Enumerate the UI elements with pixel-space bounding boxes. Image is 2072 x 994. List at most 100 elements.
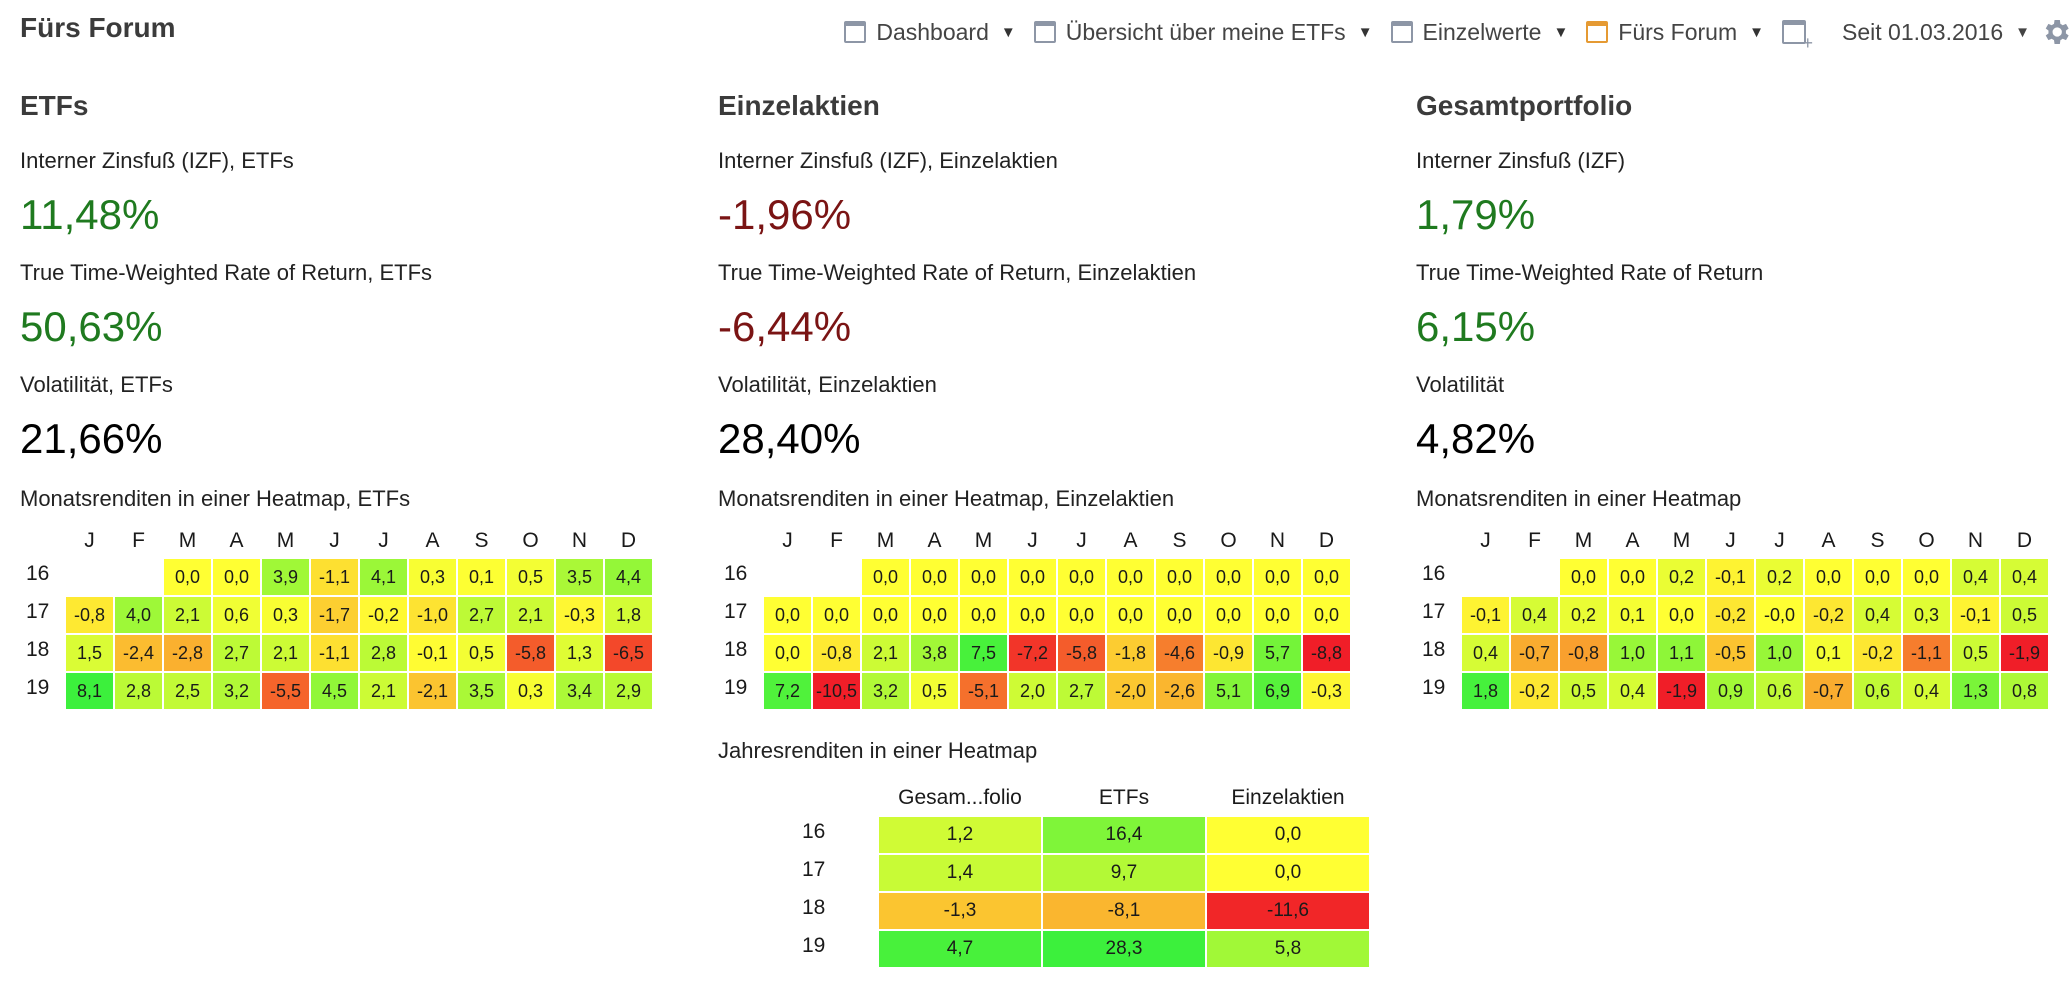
heatmap-cell: -1,9 xyxy=(1656,671,1707,711)
section-title: Einzelaktien xyxy=(718,90,880,121)
month-header: M xyxy=(1672,528,1691,552)
metric-label: Interner Zinsfuß (IZF), Einzelaktien xyxy=(718,148,1058,173)
month-header: D xyxy=(1318,528,1335,552)
heatmap-cell: -1,3 xyxy=(877,891,1043,931)
heatmap-cell: 6,9 xyxy=(1252,671,1303,711)
table-row: 17 1,4 9,7 0,0 xyxy=(778,853,1371,893)
month-header: J xyxy=(1480,528,1491,552)
heatmap-cell: -1,8 xyxy=(1105,633,1156,673)
heatmap-cell: -1,7 xyxy=(309,595,360,635)
heatmap-cell: 0,1 xyxy=(1607,595,1658,635)
caret-down-icon[interactable]: ▼ xyxy=(1357,23,1373,41)
page-icon xyxy=(1390,21,1413,43)
heatmap-cell: -2,8 xyxy=(162,633,213,673)
heatmap-cell: 0,0 xyxy=(1607,557,1658,597)
caret-down-icon[interactable]: ▼ xyxy=(1000,23,1016,41)
heatmap-cell: 0,5 xyxy=(456,633,507,673)
nav-item-label: Übersicht über meine ETFs xyxy=(1065,18,1346,45)
add-page-icon[interactable] xyxy=(1782,20,1813,54)
heatmap-cell: -0,0 xyxy=(1754,595,1805,635)
heatmap-cell: -6,5 xyxy=(603,633,654,673)
heatmap-cell: 2,1 xyxy=(505,595,556,635)
nav-item-einzelwerte[interactable]: Einzelwerte ▼ xyxy=(1390,19,1569,46)
empty-cell xyxy=(1509,557,1560,597)
date-range-label: Seit 01.03.2016 xyxy=(1842,18,2004,45)
heatmap-label: Monatsrenditen in einer Heatmap, ETFs xyxy=(20,486,411,511)
heatmap-cell: -8,8 xyxy=(1301,633,1352,673)
section-title: ETFs xyxy=(20,90,89,121)
heatmap-cell: -2,1 xyxy=(407,671,458,711)
corner-cell xyxy=(718,524,763,558)
monthly-heatmap: J F M A M J J A S O N D 16 0,0 0,0 3,9 -1,1 4,1 0,3 0,1 0,5 3… xyxy=(20,524,654,711)
metric-value: 11,48% xyxy=(20,191,160,238)
heatmap-cell: -0,3 xyxy=(1301,671,1352,711)
table-row: 19 8,1 2,8 2,5 3,2 -5,5 4,5 2,1 -2,1 3,5 0,3 3,4 2,9 xyxy=(20,671,654,711)
nav-item-label: Fürs Forum xyxy=(1618,18,1738,45)
month-header: D xyxy=(2016,528,2033,552)
heatmap-cell: 0,2 xyxy=(1558,595,1609,635)
caret-down-icon[interactable]: ▼ xyxy=(1749,23,1764,41)
heatmap-cell: 0,0 xyxy=(1007,557,1058,597)
month-header: M xyxy=(276,528,295,552)
heatmap-cell: 0,0 xyxy=(1203,557,1254,597)
heatmap-cell: 0,0 xyxy=(1301,557,1352,597)
heatmap-cell: -0,7 xyxy=(1509,633,1560,673)
table-row: 18 1,5 -2,4 -2,8 2,7 2,1 -1,1 2,8 -0,1 0,5 -5,8 1,3… xyxy=(20,633,654,673)
heatmap-cell: 0,4 xyxy=(1901,671,1952,711)
page-icon xyxy=(1586,21,1609,43)
month-header: D xyxy=(620,528,637,552)
heatmap-cell: 0,0 xyxy=(909,595,960,635)
heatmap-cell: 0,0 xyxy=(860,595,911,635)
metric-value: 21,66% xyxy=(20,415,163,462)
month-header: S xyxy=(1172,528,1187,552)
month-header: J xyxy=(329,528,340,552)
caret-down-icon[interactable]: ▼ xyxy=(1553,23,1569,41)
heatmap-cell: 0,4 xyxy=(1460,633,1511,673)
year-label: 18 xyxy=(26,638,50,661)
year-label: 17 xyxy=(802,858,826,881)
nav-item-label: Dashboard xyxy=(876,18,989,45)
month-header: M xyxy=(876,528,895,552)
heatmap-cell: 0,1 xyxy=(456,557,507,597)
nav-item-fuers-forum[interactable]: Fürs Forum ▼ xyxy=(1586,19,1764,46)
column-header: ETFs xyxy=(1098,785,1150,809)
table-row: 16 0,0 0,0 0,2 -0,1 0,2 0,0 0,0 0,0 0,4 0,4 xyxy=(1416,557,2050,597)
year-label: 18 xyxy=(1422,638,1446,661)
heatmap-cell: 0,5 xyxy=(909,671,960,711)
heatmap-cell: -0,2 xyxy=(1803,595,1854,635)
column-1: Einzelaktien Interner Zinsfuß (IZF), Einz… xyxy=(718,86,1378,711)
month-header: F xyxy=(830,528,843,552)
heatmap-cell: 8,1 xyxy=(64,671,115,711)
month-header: M xyxy=(1574,528,1593,552)
gear-icon[interactable] xyxy=(2040,16,2072,48)
heatmap-cell: 0,0 xyxy=(762,633,813,673)
heatmap-cell: -0,3 xyxy=(554,595,605,635)
year-label: 19 xyxy=(802,934,826,957)
year-label: 16 xyxy=(1422,562,1446,585)
heatmap-cell: 0,0 xyxy=(1056,557,1107,597)
heatmap-label: Monatsrenditen in einer Heatmap xyxy=(1416,486,1742,511)
metric-value: 6,15% xyxy=(1416,303,1536,350)
heatmap-cell: 0,0 xyxy=(909,557,960,597)
heatmap-cell: 2,8 xyxy=(358,633,409,673)
empty-cell xyxy=(1460,557,1511,597)
column-0: ETFs Interner Zinsfuß (IZF), ETFs 11,48% Tr… xyxy=(20,86,680,711)
month-header: F xyxy=(132,528,145,552)
year-label: 16 xyxy=(724,562,748,585)
month-header: A xyxy=(1123,528,1138,552)
date-range-selector[interactable]: Seit 01.03.2016 ▼ xyxy=(1842,19,2030,46)
heatmap-cell: 0,3 xyxy=(260,595,311,635)
table-row: 19 1,8 -0,2 0,5 0,4 -1,9 0,9 0,6 -0,7 0,6 0,4 1,3 0,… xyxy=(1416,671,2050,711)
metric-label: Interner Zinsfuß (IZF), ETFs xyxy=(20,148,294,173)
heatmap-cell: 0,0 xyxy=(1203,595,1254,635)
year-label: 19 xyxy=(724,676,748,699)
metric-label: True Time-Weighted Rate of Return, Einze… xyxy=(718,260,1197,285)
section-title: Gesamtportfolio xyxy=(1416,90,1633,121)
month-header: N xyxy=(1967,528,1984,552)
nav-item-etf-overview[interactable]: Übersicht über meine ETFs ▼ xyxy=(1033,18,1373,46)
heatmap-cell: 0,5 xyxy=(505,557,556,597)
month-header: N xyxy=(1269,528,1286,552)
year-label: 16 xyxy=(26,562,50,585)
heatmap-cell: 5,8 xyxy=(1205,929,1371,969)
nav-item-dashboard[interactable]: Dashboard ▼ xyxy=(844,18,1016,46)
